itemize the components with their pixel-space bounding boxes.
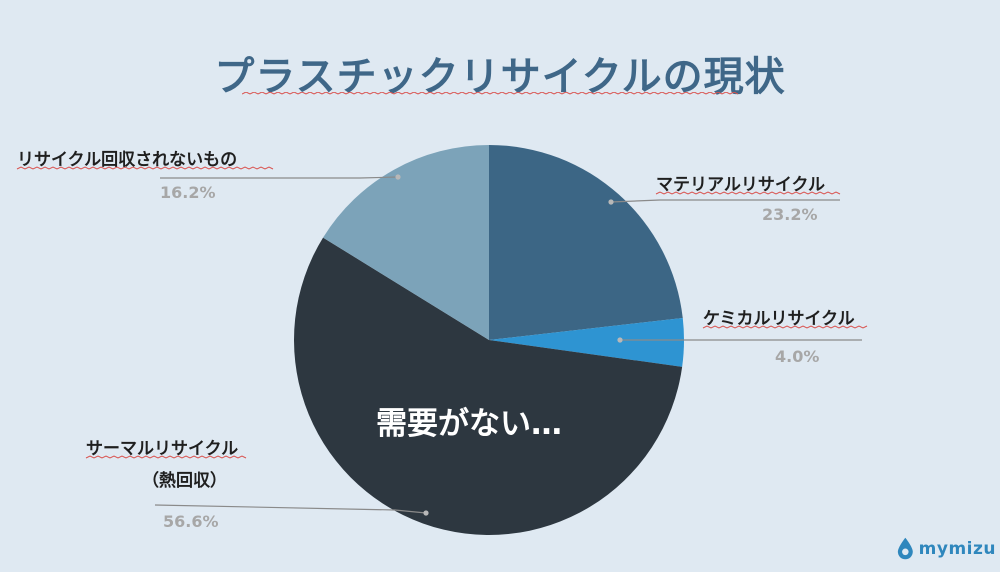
leader-dot-not-collected <box>395 174 401 180</box>
logo-text: mymizu <box>918 539 996 559</box>
slice-not-collected <box>323 145 489 340</box>
slice-material <box>489 145 683 340</box>
slice-value-not-collected: 16.2% <box>160 183 216 202</box>
center-annotation: 需要がない… <box>376 406 562 442</box>
title-spell-underline <box>242 92 738 95</box>
leader-line-thermal <box>154 504 427 514</box>
spell-underline <box>655 191 841 195</box>
slice-chemical <box>489 317 684 367</box>
slice-sublabel-thermal: （熱回収） <box>142 471 227 491</box>
leader-line-material <box>610 199 840 203</box>
spell-underline <box>702 325 868 329</box>
slice-value-material: 23.2% <box>762 205 818 224</box>
leader-dot-material <box>608 199 614 205</box>
leader-dot-thermal <box>423 510 429 516</box>
slice-label-material: マテリアルリサイクル <box>656 175 825 195</box>
spell-underline <box>85 455 247 459</box>
spell-underline <box>16 166 274 170</box>
leader-dot-chemical <box>617 337 623 343</box>
mymizu-logo: mymizu <box>896 533 996 565</box>
slice-value-chemical: 4.0% <box>775 347 820 366</box>
slice-label-chemical: ケミカルリサイクル <box>703 309 855 329</box>
slice-value-thermal: 56.6% <box>163 512 219 531</box>
slice-label-thermal: サーマルリサイクル <box>86 439 239 459</box>
water-drop-icon <box>897 537 913 560</box>
leader-line-not-collected <box>160 176 399 179</box>
slice-thermal <box>293 237 683 536</box>
slice-label-not-collected: リサイクル回収されないもの <box>17 150 238 170</box>
